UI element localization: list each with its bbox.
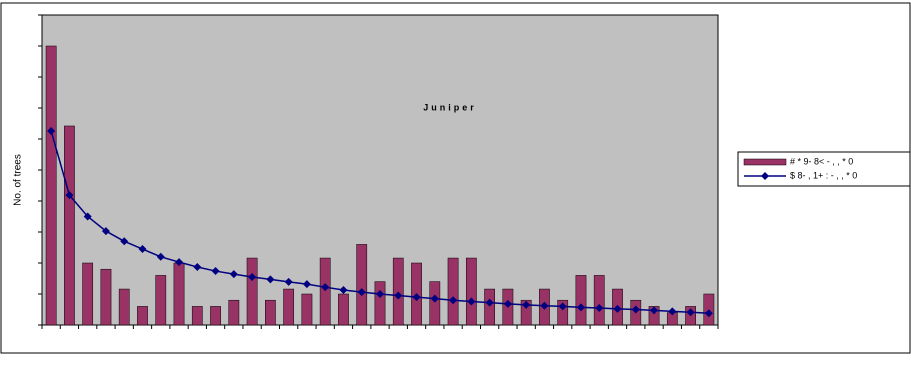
marker	[83, 212, 92, 221]
legend-swatch	[761, 172, 769, 180]
bar	[356, 244, 368, 326]
bar	[173, 262, 185, 326]
bar	[137, 306, 148, 326]
chart-title: Juniper	[423, 102, 477, 112]
marker	[394, 291, 403, 300]
marker	[485, 298, 494, 307]
marker	[631, 305, 640, 314]
bar	[301, 293, 313, 326]
bar	[338, 293, 349, 326]
plot-area	[41, 14, 719, 326]
marker	[522, 300, 531, 309]
marker	[284, 277, 293, 286]
marker	[595, 303, 604, 312]
marker	[321, 283, 330, 292]
marker	[175, 258, 184, 267]
marker	[229, 270, 238, 279]
bar	[246, 257, 258, 326]
marker	[193, 263, 202, 272]
marker	[65, 191, 74, 200]
marker	[120, 237, 129, 246]
bar	[520, 299, 532, 326]
bar	[465, 257, 477, 326]
bar	[392, 257, 404, 326]
marker	[357, 288, 366, 297]
y-axis-label: No. of trees	[13, 154, 24, 206]
bar	[283, 288, 295, 326]
marker	[650, 306, 659, 315]
marker	[668, 307, 677, 316]
bar	[429, 281, 441, 326]
bar	[593, 275, 605, 326]
legend-label: # * 9- 8< - , , * 0	[790, 156, 853, 166]
bar	[155, 275, 167, 326]
legend	[737, 151, 911, 187]
bar	[319, 257, 331, 326]
legend-swatch	[743, 158, 787, 166]
marker	[101, 227, 110, 236]
bar	[447, 257, 459, 326]
marker	[576, 303, 585, 312]
bar	[374, 281, 386, 326]
marker	[248, 272, 257, 281]
bar	[648, 306, 660, 326]
marker	[138, 245, 147, 254]
bar	[82, 262, 94, 326]
bar	[191, 306, 203, 326]
bar	[575, 275, 587, 326]
marker	[467, 297, 476, 306]
bar	[265, 299, 276, 326]
marker	[540, 301, 549, 310]
marker	[376, 290, 384, 298]
legend-label: $ 8- , 1+ : - , , * 0	[790, 170, 857, 180]
bar	[100, 268, 112, 326]
marker	[449, 296, 458, 305]
marker	[339, 285, 348, 294]
bar	[118, 288, 130, 326]
marker	[558, 302, 567, 311]
bar	[210, 306, 221, 326]
marker	[704, 309, 713, 318]
marker	[412, 293, 421, 302]
bar	[484, 288, 495, 326]
bar	[45, 45, 57, 326]
marker	[266, 275, 275, 284]
bar	[228, 299, 240, 326]
bar	[557, 299, 569, 326]
marker	[211, 267, 220, 276]
marker	[47, 126, 56, 135]
marker	[686, 308, 695, 317]
marker	[613, 304, 622, 313]
bar	[64, 125, 75, 326]
marker	[430, 294, 439, 303]
marker	[156, 252, 165, 261]
marker	[302, 280, 311, 289]
marker	[503, 299, 512, 308]
